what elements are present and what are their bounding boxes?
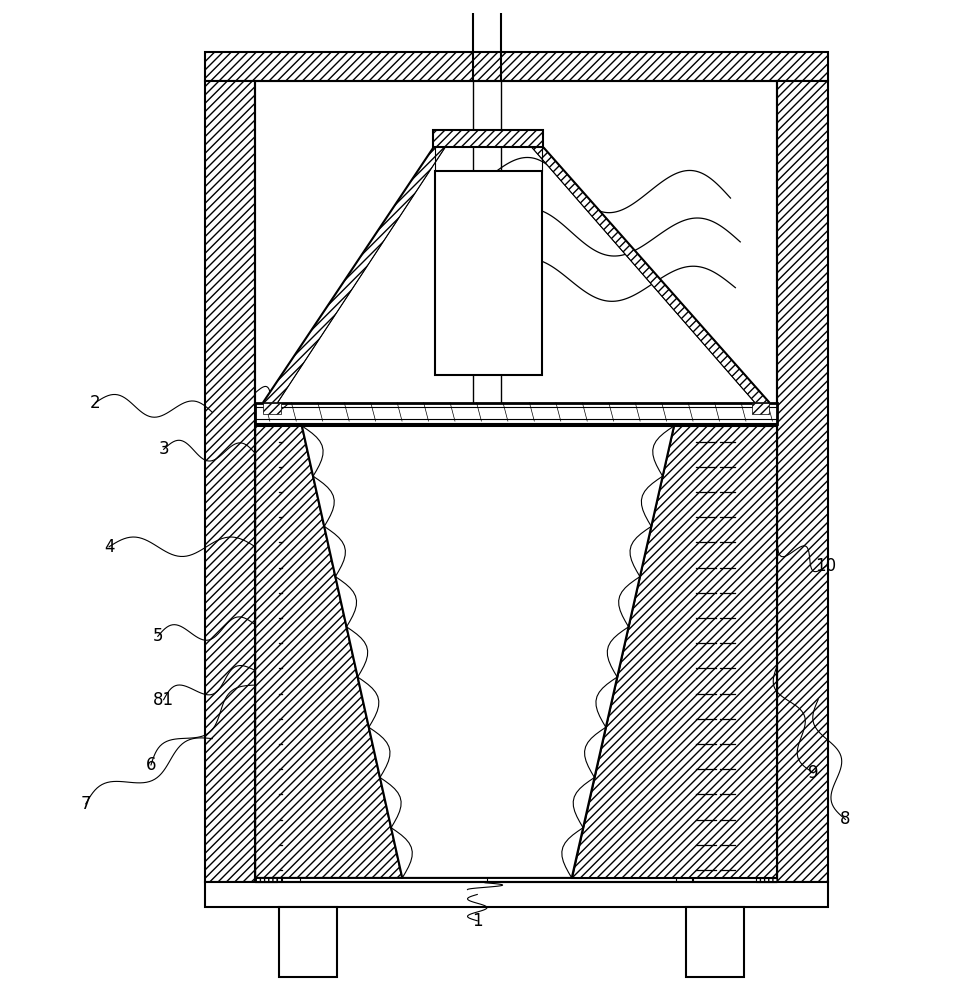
Bar <box>255 403 777 424</box>
Text: 7: 7 <box>81 795 91 813</box>
Text: 3: 3 <box>159 440 169 458</box>
Bar <box>756 424 777 882</box>
Bar <box>205 81 255 882</box>
Text: 9: 9 <box>808 764 818 782</box>
Bar <box>435 171 542 375</box>
Polygon shape <box>532 147 769 403</box>
Text: 81: 81 <box>153 691 174 709</box>
Bar <box>686 907 744 977</box>
Bar <box>205 882 828 907</box>
Text: 1: 1 <box>472 912 482 930</box>
Text: 5: 5 <box>153 627 163 645</box>
Polygon shape <box>263 147 445 403</box>
Bar <box>433 130 543 147</box>
Bar <box>279 907 337 977</box>
Bar <box>752 403 769 414</box>
Bar <box>263 403 281 414</box>
Text: 10: 10 <box>815 557 837 575</box>
Bar <box>777 81 828 882</box>
Text: 2: 2 <box>91 394 100 412</box>
Polygon shape <box>302 426 674 878</box>
Text: 6: 6 <box>146 756 156 774</box>
Polygon shape <box>255 426 402 878</box>
Text: 4: 4 <box>104 538 114 556</box>
Polygon shape <box>572 426 777 878</box>
Bar <box>205 52 828 81</box>
Text: 8: 8 <box>841 810 850 828</box>
Bar <box>255 424 277 882</box>
